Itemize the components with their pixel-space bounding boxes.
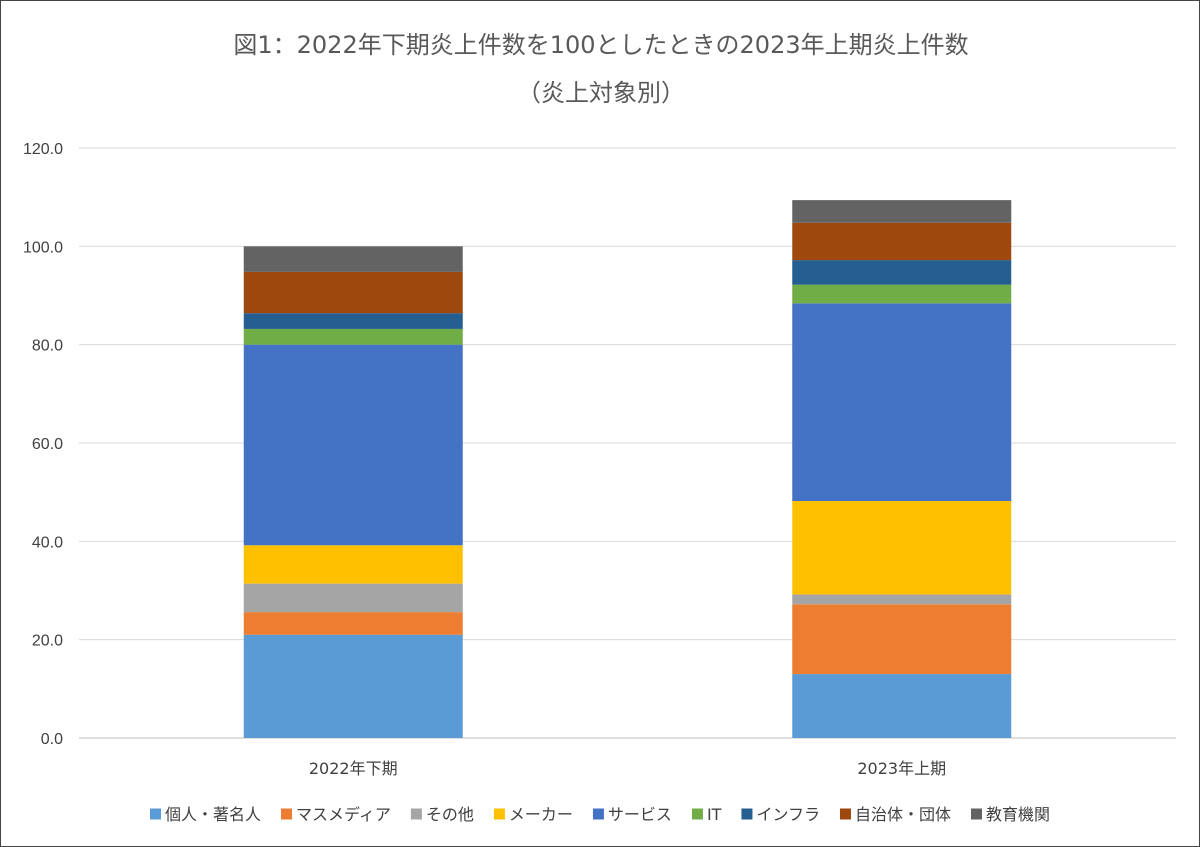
legend-label: マスメディア xyxy=(296,805,391,824)
legend-label: その他 xyxy=(426,805,474,824)
bar-segment xyxy=(792,222,1012,261)
x-axis-labels: 2022年下期 2023年上期 xyxy=(309,759,946,778)
bar-segment xyxy=(792,604,1012,675)
chart-title-line1: 図1：2022年下期炎上件数を100としたときの2023年上期炎上件数 xyxy=(233,31,968,59)
bar-segment xyxy=(243,344,463,546)
bar-segment xyxy=(243,634,463,738)
bar-segment xyxy=(243,271,463,314)
legend-swatch xyxy=(592,808,604,820)
legend: 個人・著名人 マスメディア その他 メーカー サービス IT インフラ 自治体・団体 教育機関 xyxy=(149,805,1050,824)
legend-swatch xyxy=(493,808,505,820)
bar-segment xyxy=(243,313,463,329)
legend-label: メーカー xyxy=(509,805,573,824)
y-tick-label: 120.0 xyxy=(23,141,63,158)
legend-swatch xyxy=(281,808,293,820)
legend-label: インフラ xyxy=(756,805,820,824)
chart-title-line2: （炎上対象別） xyxy=(517,79,685,107)
y-tick-label: 0.0 xyxy=(41,731,63,748)
bar-segment xyxy=(792,260,1012,285)
x-category-label: 2022年下期 xyxy=(309,759,398,778)
bar-segment xyxy=(243,545,463,584)
bar-segment xyxy=(792,594,1012,605)
y-tick-label: 20.0 xyxy=(32,633,63,650)
bar-segment xyxy=(792,200,1012,223)
legend-swatch xyxy=(839,808,851,820)
legend-label: 個人・著名人 xyxy=(165,805,261,824)
bar-segment xyxy=(792,284,1012,304)
bar-segment xyxy=(792,674,1012,738)
legend-label: 教育機関 xyxy=(986,805,1050,824)
bar-segment xyxy=(243,246,463,272)
legend-label: 自治体・団体 xyxy=(855,805,951,824)
bar-segment xyxy=(243,328,463,345)
bar-segment xyxy=(792,501,1012,595)
bar-segment xyxy=(243,583,463,613)
y-tick-label: 100.0 xyxy=(23,239,63,256)
bar-segment xyxy=(792,303,1012,502)
legend-label: サービス xyxy=(608,805,672,824)
bars xyxy=(243,200,1012,738)
legend-swatch xyxy=(741,808,753,820)
y-tick-label: 60.0 xyxy=(32,436,63,453)
y-tick-label: 80.0 xyxy=(32,338,63,355)
legend-swatch xyxy=(410,808,422,820)
x-category-label: 2023年上期 xyxy=(857,759,946,778)
bar-segment xyxy=(243,612,463,635)
y-tick-label: 40.0 xyxy=(32,534,63,551)
gridlines xyxy=(79,147,1176,739)
legend-swatch xyxy=(970,808,982,820)
legend-swatch xyxy=(691,808,703,820)
legend-swatch xyxy=(149,808,161,820)
y-axis-ticks: 0.0 20.0 40.0 60.0 80.0 100.0 120.0 xyxy=(23,141,63,748)
legend-label: IT xyxy=(707,805,722,824)
